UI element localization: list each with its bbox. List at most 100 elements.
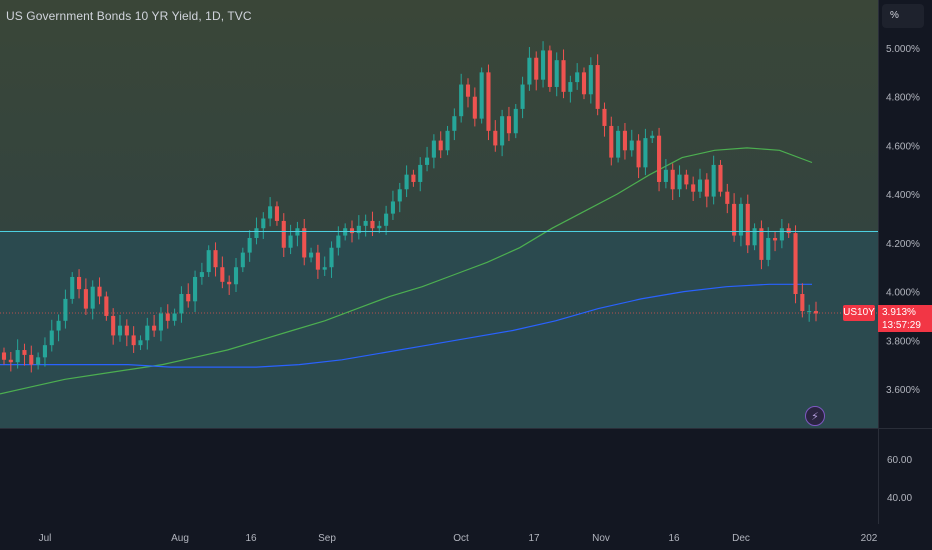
- candle-body: [77, 276, 82, 290]
- candle-body: [63, 298, 68, 321]
- candle-body: [807, 311, 812, 313]
- candle-body: [97, 286, 102, 297]
- candle-body: [622, 130, 627, 151]
- candle-body: [725, 191, 730, 204]
- candle-body: [766, 237, 771, 260]
- candle-body: [377, 225, 382, 229]
- lightning-icon[interactable]: ⚡: [805, 406, 825, 426]
- time-tick-label: 16: [245, 533, 257, 544]
- candle-body: [36, 357, 41, 365]
- candle-body: [390, 201, 395, 214]
- candle-body: [581, 72, 587, 95]
- candle-body: [684, 174, 689, 185]
- candle-body: [199, 272, 204, 277]
- candle-body: [534, 57, 539, 80]
- candle-body: [288, 235, 293, 248]
- candle-body: [240, 252, 245, 268]
- candle-body: [779, 228, 784, 241]
- candle-body: [22, 350, 27, 355]
- candle-body: [247, 237, 252, 253]
- candle-body: [452, 116, 457, 131]
- candle-body: [486, 72, 491, 131]
- last-price-label: 3.913% 13:57:29: [878, 305, 932, 332]
- candle-body: [404, 174, 409, 190]
- candle-body: [418, 164, 423, 182]
- candle-body: [445, 130, 450, 151]
- candle-body: [691, 184, 696, 192]
- candle-body: [506, 116, 511, 134]
- candle-body: [356, 225, 361, 234]
- candle-body: [513, 108, 518, 134]
- candle-body: [329, 247, 334, 268]
- candle-body: [738, 203, 743, 236]
- price-axis[interactable]: 5.000% 4.800% 4.600% 4.400% 4.200% 4.000% 3.80…: [886, 44, 920, 396]
- upper-zone: [0, 0, 878, 232]
- candle-body: [609, 125, 614, 158]
- price-tick-label: 3.600%: [886, 385, 920, 396]
- candle-body: [472, 96, 477, 119]
- ma-slow-line: [0, 283, 812, 368]
- chart-title: US Government Bonds 10 YR Yield, 1D, TVC: [6, 9, 252, 23]
- symbol-label: US10Y: [843, 305, 875, 321]
- candle-body: [547, 50, 552, 87]
- candle-body: [117, 325, 123, 336]
- candle-body: [1, 352, 7, 360]
- candle-body: [49, 330, 54, 346]
- time-tick-label: 16: [668, 533, 680, 544]
- candle-body: [425, 157, 430, 165]
- candle-body: [152, 325, 157, 331]
- time-tick-label: Dec: [732, 533, 750, 544]
- candle-body: [322, 267, 327, 270]
- candle-body: [111, 315, 116, 336]
- candle-body: [29, 354, 34, 365]
- candle-body: [568, 82, 573, 92]
- candle-body: [745, 203, 750, 246]
- candle-body: [138, 340, 143, 346]
- candle-body: [677, 174, 682, 190]
- candle-body: [124, 325, 129, 336]
- candle-body: [554, 60, 559, 87]
- oscillator-axis: 60.00 40.00: [887, 455, 912, 504]
- candle-body: [650, 135, 655, 139]
- oscillator-pane: [0, 429, 878, 524]
- candle-body: [309, 252, 314, 258]
- candles: [1, 41, 819, 373]
- time-axis[interactable]: Jul Aug 16 Sep Oct 17 Nov 16 Dec 202: [39, 533, 878, 544]
- time-tick-label: 17: [528, 533, 540, 544]
- candle-body: [70, 276, 75, 299]
- candle-body: [302, 228, 307, 258]
- candle-body: [704, 179, 709, 197]
- candle-body: [595, 65, 600, 109]
- percent-scale-button[interactable]: %: [882, 4, 924, 28]
- candle-body: [397, 189, 402, 202]
- candle-body: [643, 138, 648, 168]
- price-tick-label: 4.400%: [886, 190, 920, 201]
- candle-body: [56, 320, 61, 331]
- candle-body: [602, 108, 607, 126]
- candle-body: [254, 228, 259, 238]
- candle-body: [732, 203, 737, 236]
- candle-body: [370, 220, 375, 229]
- candle-body: [431, 140, 436, 158]
- oscillator-tick-label: 40.00: [887, 493, 912, 504]
- candle-body: [145, 325, 150, 341]
- ma-fast-line: [0, 147, 813, 395]
- time-tick-label: Nov: [592, 533, 610, 544]
- candle-body: [479, 72, 484, 119]
- candle-body: [465, 84, 471, 97]
- candle-body: [227, 281, 232, 285]
- price-tick-label: 5.000%: [886, 44, 920, 55]
- candle-body: [268, 206, 273, 219]
- candle-body: [206, 250, 211, 273]
- oscillator-tick-label: 60.00: [887, 455, 912, 466]
- candle-body: [179, 294, 184, 314]
- time-tick-label: Jul: [39, 533, 52, 544]
- candle-body: [636, 140, 641, 168]
- candle-body: [541, 50, 546, 80]
- candle-body: [752, 228, 757, 246]
- moving-averages: [0, 147, 813, 395]
- last-price-value: 3.913%: [882, 307, 916, 318]
- lower-zone: [0, 232, 878, 428]
- candle-body: [363, 220, 368, 226]
